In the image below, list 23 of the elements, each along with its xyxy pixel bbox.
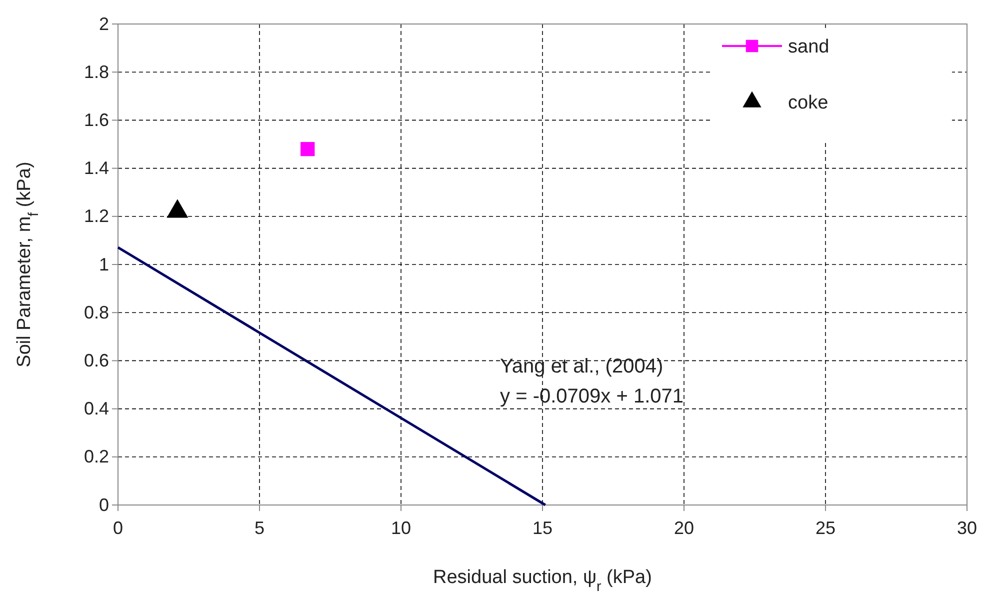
- x-tick-label: 15: [532, 518, 553, 538]
- y-tick-label: 1: [98, 254, 109, 274]
- legend-label: sand: [788, 36, 830, 58]
- x-tick-label: 5: [254, 518, 265, 538]
- x-tick-label: 25: [815, 518, 836, 538]
- annotation: y = -0.0709x + 1.071: [500, 386, 684, 408]
- y-tick-label: 2: [98, 14, 109, 34]
- x-tick-label: 20: [674, 518, 694, 538]
- y-tick-label: 0.6: [84, 350, 109, 370]
- annotation: Yang et al., (2004): [500, 356, 664, 378]
- y-tick-label: 0.8: [84, 302, 109, 322]
- legend-label: coke: [788, 92, 828, 114]
- x-tick-label: 10: [390, 518, 412, 538]
- x-tick-label: 30: [956, 518, 978, 538]
- x-axis-title: Residual suction, ψ$_{r}$ (kPa): [433, 567, 652, 595]
- y-tick-label: 0.4: [84, 398, 109, 419]
- y-tick-label: 0.2: [84, 446, 109, 467]
- y-tick-label: 1.4: [84, 158, 109, 178]
- y-tick-label: 1.2: [84, 206, 109, 226]
- y-tick-label: 1.8: [84, 62, 109, 82]
- y-tick-label: 1.6: [84, 110, 109, 130]
- y-tick-label: 0: [98, 494, 109, 515]
- x-tick-label: 0: [112, 518, 124, 538]
